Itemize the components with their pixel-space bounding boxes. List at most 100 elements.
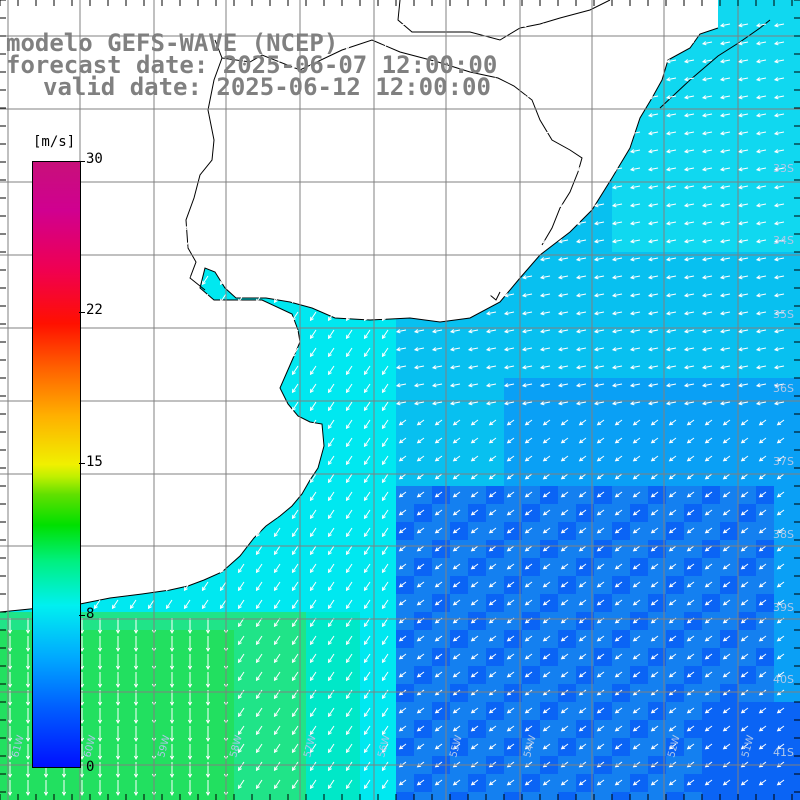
arrow-icon bbox=[578, 635, 587, 642]
arrow-icon bbox=[75, 131, 83, 142]
arrow-icon bbox=[704, 437, 713, 444]
arrow-icon bbox=[611, 275, 623, 280]
wind-speed-cell bbox=[666, 378, 684, 396]
wind-speed-cell bbox=[414, 540, 432, 558]
wind-speed-cell bbox=[756, 702, 774, 720]
wind-speed-cell bbox=[576, 342, 594, 360]
arrow-icon bbox=[165, 311, 173, 322]
wind-speed-cell bbox=[396, 540, 414, 558]
arrow-icon bbox=[665, 113, 677, 118]
arrow-icon bbox=[467, 239, 479, 244]
wind-speed-cell bbox=[360, 792, 378, 800]
arrow-icon bbox=[758, 563, 767, 570]
wind-speed-cell bbox=[396, 774, 414, 792]
arrow-icon bbox=[237, 59, 245, 70]
arrow-icon bbox=[97, 780, 103, 797]
arrow-icon bbox=[3, 131, 11, 142]
arrow-icon bbox=[7, 636, 13, 653]
wind-speed-cell bbox=[306, 396, 324, 414]
wind-speed-cell bbox=[324, 342, 342, 360]
wind-speed-cell bbox=[360, 396, 378, 414]
arrow-icon bbox=[485, 203, 497, 208]
wind-speed-cell bbox=[558, 630, 576, 648]
arrow-icon bbox=[647, 131, 659, 136]
wind-speed-cell bbox=[630, 252, 648, 270]
wind-speed-cell bbox=[666, 450, 684, 468]
wind-speed-cell bbox=[630, 450, 648, 468]
arrow-icon bbox=[683, 131, 695, 136]
arrow-icon bbox=[686, 437, 695, 444]
wind-speed-cell bbox=[396, 630, 414, 648]
wind-speed-cell bbox=[576, 432, 594, 450]
arrow-icon bbox=[467, 203, 479, 208]
arrow-icon bbox=[665, 329, 677, 334]
wind-speed-cell bbox=[324, 666, 342, 684]
arrow-icon bbox=[255, 779, 263, 790]
wind-speed-cell bbox=[252, 540, 270, 558]
arrow-icon bbox=[219, 329, 227, 340]
arrow-icon bbox=[542, 491, 551, 498]
arrow-icon bbox=[291, 527, 299, 538]
arrow-icon bbox=[629, 365, 641, 370]
wind-speed-cell bbox=[666, 486, 684, 504]
arrow-icon bbox=[93, 437, 101, 448]
wind-speed-cell bbox=[378, 486, 396, 504]
arrow-icon bbox=[506, 491, 515, 498]
arrow-icon bbox=[416, 563, 425, 570]
arrow-icon bbox=[773, 95, 785, 100]
arrow-icon bbox=[416, 419, 425, 426]
wind-speed-cell bbox=[792, 540, 800, 558]
wind-speed-cell bbox=[594, 324, 612, 342]
wind-speed-cell bbox=[648, 666, 666, 684]
arrow-icon bbox=[596, 563, 605, 570]
arrow-icon bbox=[521, 113, 533, 118]
wind-speed-cell bbox=[756, 594, 774, 612]
arrow-icon bbox=[93, 329, 101, 340]
arrow-icon bbox=[97, 654, 103, 671]
arrow-icon bbox=[470, 707, 479, 714]
arrow-icon bbox=[345, 275, 353, 286]
arrow-icon bbox=[237, 149, 245, 160]
wind-speed-cell bbox=[702, 180, 720, 198]
arrow-icon bbox=[147, 239, 155, 250]
wind-speed-cell bbox=[0, 684, 18, 702]
arrow-icon bbox=[7, 672, 13, 689]
arrow-icon bbox=[521, 59, 533, 64]
arrow-icon bbox=[133, 618, 139, 635]
wind-speed-cell bbox=[450, 486, 468, 504]
wind-speed-cell bbox=[360, 432, 378, 450]
arrow-icon bbox=[291, 293, 299, 304]
arrow-icon bbox=[291, 581, 299, 592]
arrow-icon bbox=[722, 491, 731, 498]
wind-speed-cell bbox=[198, 774, 216, 792]
arrow-icon bbox=[327, 401, 335, 412]
arrow-icon bbox=[147, 509, 155, 520]
arrow-icon bbox=[169, 654, 175, 671]
arrow-icon bbox=[255, 257, 263, 268]
arrow-icon bbox=[557, 131, 569, 136]
arrow-icon bbox=[183, 329, 191, 340]
wind-speed-cell bbox=[594, 306, 612, 324]
arrow-icon bbox=[413, 401, 425, 406]
arrow-icon bbox=[776, 599, 785, 606]
arrow-icon bbox=[237, 563, 245, 574]
wind-speed-cell bbox=[486, 432, 504, 450]
arrow-icon bbox=[431, 167, 443, 172]
arrow-icon bbox=[93, 77, 101, 88]
wind-speed-cell bbox=[432, 378, 450, 396]
arrow-icon bbox=[575, 329, 587, 334]
arrow-icon bbox=[467, 41, 479, 46]
arrow-icon bbox=[201, 59, 209, 70]
arrow-icon bbox=[255, 473, 263, 484]
arrow-icon bbox=[21, 311, 29, 322]
wind-speed-cell bbox=[666, 216, 684, 234]
arrow-icon bbox=[701, 329, 713, 334]
wind-speed-cell bbox=[504, 738, 522, 756]
wind-speed-cell bbox=[180, 630, 198, 648]
wind-speed-cell bbox=[648, 504, 666, 522]
arrow-icon bbox=[398, 599, 407, 606]
arrow-icon bbox=[39, 149, 47, 160]
arrow-icon bbox=[201, 149, 209, 160]
arrow-icon bbox=[93, 167, 101, 178]
wind-speed-cell bbox=[756, 666, 774, 684]
